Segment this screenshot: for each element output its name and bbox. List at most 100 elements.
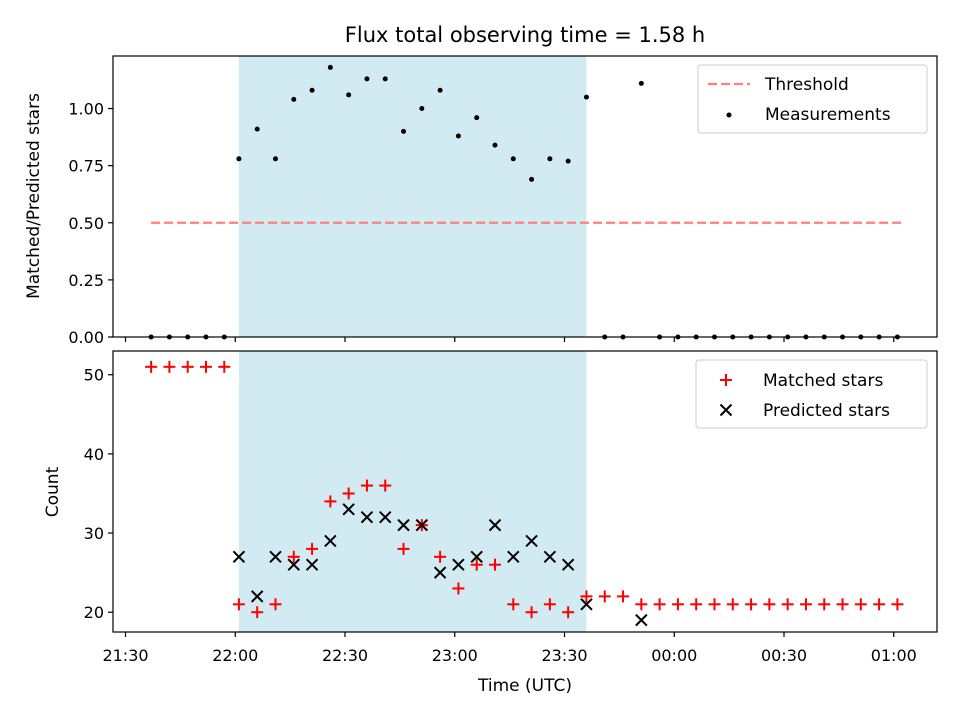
x-axis-label: Time (UTC) <box>477 676 572 696</box>
matched-star-point <box>580 590 593 603</box>
measurement-point <box>236 156 242 162</box>
predicted-marker-b <box>305 558 319 571</box>
measurement-point <box>401 128 407 134</box>
matched-star-point <box>836 598 849 611</box>
top-legend: Threshold Measurements <box>697 64 928 134</box>
matched-star-point <box>781 598 794 611</box>
predicted-marker-b <box>561 558 575 571</box>
measurement-point <box>638 80 644 86</box>
predicted-star-point <box>525 534 538 548</box>
matched-star-point <box>507 598 520 611</box>
legend-measurements-label: Measurements <box>765 105 891 125</box>
predicted-marker-b <box>452 558 465 571</box>
measurement-point <box>583 94 589 100</box>
measurement-point <box>547 156 553 162</box>
matched-star-point <box>324 495 337 508</box>
predicted-marker-b <box>324 534 337 548</box>
bottom-legend: Matched stars Predicted stars <box>695 359 928 429</box>
predicted-marker-b <box>232 550 246 564</box>
matched-star-point <box>232 598 245 611</box>
matched-star-point <box>818 598 831 611</box>
predicted-star-point <box>305 558 319 571</box>
predicted-star-point <box>360 511 374 524</box>
top-legend-box <box>697 64 928 134</box>
predicted-marker-b <box>470 550 483 564</box>
matched-star-point <box>708 598 721 611</box>
predicted-star-point <box>433 566 447 579</box>
predicted-star-point <box>635 613 648 627</box>
bottom-y-axis-label: Count <box>43 466 63 517</box>
measurement-point <box>291 96 297 102</box>
bottom-y-tick-label: 40 <box>84 445 104 464</box>
bottom-y-tick-label: 50 <box>84 366 104 385</box>
predicted-star-point <box>452 558 465 571</box>
matched-star-point <box>562 606 575 619</box>
measurement-point <box>565 158 571 164</box>
predicted-marker-b <box>360 511 374 524</box>
top-panel: 0.00 0.25 0.50 0.75 1.00 Threshold Measurement… <box>68 55 938 347</box>
x-tick-label: 23:00 <box>432 646 478 665</box>
predicted-marker-b <box>488 518 502 532</box>
matched-star-point <box>726 598 739 611</box>
shaded-observing-window <box>238 56 587 337</box>
matched-star-point <box>653 598 666 611</box>
matched-star-point <box>251 606 264 619</box>
top-y-tick-label: 0.75 <box>68 157 104 176</box>
measurement-point <box>327 64 333 70</box>
predicted-marker-b <box>433 566 447 579</box>
predicted-star-point <box>342 503 355 516</box>
legend-predicted-swatch <box>719 403 733 417</box>
predicted-star-point <box>250 590 264 603</box>
matched-star-point <box>543 598 556 611</box>
measurement-point <box>437 87 443 93</box>
legend-matched-swatch <box>720 374 732 386</box>
top-y-tick-label: 0.00 <box>68 328 104 347</box>
matched-star-point <box>287 550 300 563</box>
matched-star-point <box>799 598 812 611</box>
legend-threshold-label: Threshold <box>764 75 849 95</box>
predicted-marker-b <box>635 613 648 627</box>
predicted-marker-b <box>397 518 410 532</box>
x-tick-label: 01:00 <box>871 646 917 665</box>
predicted-marker-b <box>379 511 392 524</box>
chart-title: Flux total observing time = 1.58 h <box>345 23 705 47</box>
matched-star-point <box>745 598 758 611</box>
measurement-point <box>364 76 370 82</box>
measurement-point <box>272 156 278 162</box>
matched-star-point <box>671 598 684 611</box>
predicted-marker-b <box>250 590 264 603</box>
x-tick-label: 22:00 <box>212 646 258 665</box>
matched-star-point <box>525 606 538 619</box>
predicted-marker-b <box>287 558 300 571</box>
measurement-point <box>492 142 498 148</box>
matched-star-point <box>470 558 483 571</box>
predicted-star-point <box>397 518 410 532</box>
predicted-star-point <box>470 550 483 564</box>
predicted-star-point <box>232 550 246 564</box>
measurement-point <box>254 126 260 132</box>
measurement-point <box>510 156 516 162</box>
predicted-star-point <box>287 558 300 571</box>
x-tick-label: 23:30 <box>541 646 587 665</box>
shaded-observing-window <box>238 351 587 632</box>
measurement-point <box>419 106 425 112</box>
matched-star-point <box>397 542 410 555</box>
bottom-y-tick-label: 30 <box>84 524 104 543</box>
predicted-star-point <box>507 550 520 564</box>
measurement-point <box>474 115 480 121</box>
top-y-tick-label: 0.50 <box>68 214 104 233</box>
bottom-y-tick-label: 20 <box>84 603 104 622</box>
matched-star-point <box>854 598 867 611</box>
matched-star-point <box>360 479 373 492</box>
legend-matched-label: Matched stars <box>763 371 883 391</box>
predicted-marker-b <box>719 403 733 417</box>
matched-star-point <box>342 487 355 500</box>
top-y-tick-label: 0.25 <box>68 271 104 290</box>
top-plot-frame <box>112 55 938 338</box>
predicted-marker-b <box>580 598 593 611</box>
legend-predicted-label: Predicted stars <box>763 401 890 421</box>
measurement-point <box>382 76 388 82</box>
matched-star-point <box>269 598 282 611</box>
matched-star-point <box>163 360 176 373</box>
measurement-point <box>529 176 535 182</box>
